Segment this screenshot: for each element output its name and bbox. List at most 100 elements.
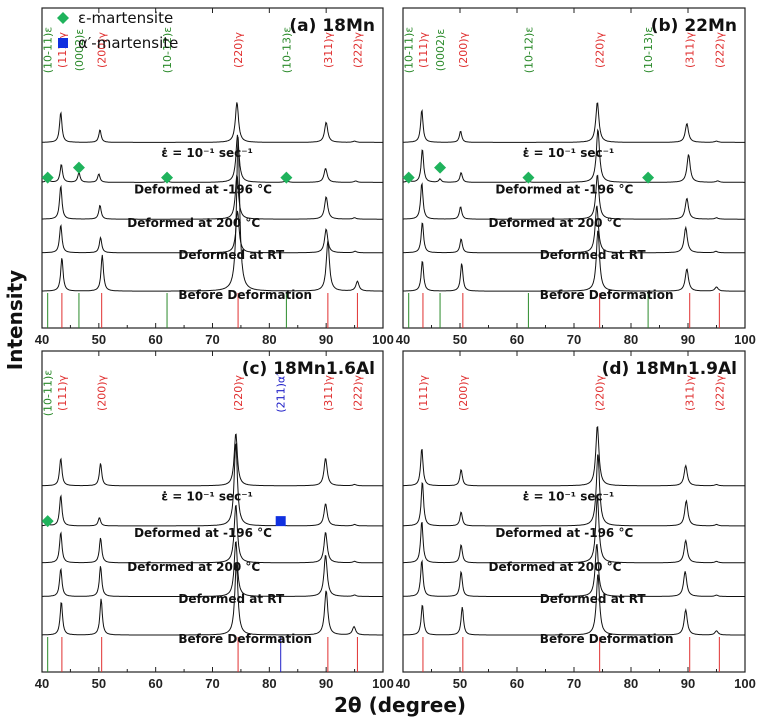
legend-epsilon-marker: [57, 12, 69, 24]
epsilon-marker: [41, 515, 54, 528]
xrd-trace: [42, 137, 383, 292]
peak-label: (111)γ: [56, 374, 69, 411]
peak-label: (10-11)ε: [403, 27, 416, 74]
x-tick-label: 80: [262, 676, 276, 691]
x-tick-label: 100: [734, 676, 756, 691]
legend-alpha-label: α′-martensite: [78, 34, 178, 52]
trace-label-strain_rate: ε̇ = 10⁻¹ sec⁻¹: [523, 146, 615, 160]
epsilon-marker: [72, 161, 85, 174]
peak-label: (311)γ: [322, 374, 335, 411]
x-tick-label: 40: [396, 676, 410, 691]
x-tick-label: 100: [734, 332, 756, 347]
xrd-trace: [42, 541, 383, 597]
peak-label: (222)γ: [713, 31, 726, 68]
trace-label-before: Before Deformation: [178, 632, 312, 646]
xrd-trace: [403, 425, 745, 487]
legend-epsilon-label: ε-martensite: [78, 9, 173, 27]
epsilon-marker: [642, 171, 655, 184]
epsilon-marker: [280, 171, 293, 184]
trace-label-cryo: Deformed at -196 °C: [495, 183, 633, 197]
x-tick-label: 50: [92, 676, 106, 691]
peak-label: (222)γ: [351, 374, 364, 411]
trace-label-warm: Deformed at 200 °C: [489, 216, 622, 230]
epsilon-marker: [41, 171, 54, 184]
xrd-trace: [403, 496, 745, 564]
x-tick-label: 50: [92, 332, 106, 347]
x-tick-label: 40: [35, 676, 49, 691]
peak-label: (200)γ: [96, 374, 109, 411]
panel-title: (c) 18Mn1.6Al: [242, 359, 375, 379]
x-tick-label: 90: [319, 332, 333, 347]
peak-label: (0002)ε: [73, 29, 86, 72]
xrd-trace: [403, 205, 745, 254]
x-tick-label: 40: [396, 332, 410, 347]
peak-label: (222)γ: [351, 31, 364, 68]
x-tick-label: 100: [372, 332, 394, 347]
trace-label-before: Before Deformation: [540, 288, 674, 302]
peak-label: (311)γ: [684, 374, 697, 411]
trace-label-room: Deformed at RT: [178, 248, 285, 262]
x-tick-label: 100: [372, 676, 394, 691]
x-tick-label: 90: [681, 332, 695, 347]
xrd-trace: [403, 174, 745, 220]
peak-label: (111)γ: [56, 31, 69, 68]
trace-label-warm: Deformed at 200 °C: [127, 216, 260, 230]
xrd-trace: [403, 102, 745, 143]
peak-label: (10-12)ε: [522, 27, 535, 74]
x-tick-label: 70: [205, 332, 219, 347]
x-tick-label: 80: [624, 332, 638, 347]
trace-label-strain_rate: ε̇ = 10⁻¹ sec⁻¹: [161, 146, 253, 160]
legend: ε-martensite α′-martensite: [57, 9, 178, 52]
x-tick-label: 50: [453, 332, 467, 347]
x-tick-label: 90: [319, 676, 333, 691]
xrd-trace: [403, 543, 745, 597]
xrd-trace: [42, 563, 383, 636]
xrd-trace: [42, 210, 383, 254]
trace-label-cryo: Deformed at -196 °C: [495, 526, 633, 540]
peak-label: (0002)ε: [434, 29, 447, 72]
trace-label-room: Deformed at RT: [178, 592, 285, 606]
xrd-trace: [41, 504, 383, 564]
x-tick-label: 90: [681, 676, 695, 691]
legend-alpha-marker: [58, 38, 68, 48]
epsilon-marker: [522, 171, 535, 184]
peak-label: (211)α′: [275, 373, 288, 413]
xrd-trace: [403, 230, 745, 292]
x-tick-label: 80: [262, 332, 276, 347]
xrd-trace: [42, 102, 383, 143]
epsilon-marker: [434, 161, 447, 174]
y-axis-title: Intensity: [3, 270, 27, 370]
xrd-trace: [42, 433, 383, 487]
x-tick-label: 60: [148, 332, 162, 347]
x-tick-label: 70: [567, 676, 581, 691]
panel-b: 40 50 60 70 80 90 100 (b) 22Mn (10-11)ε (111)γ (00…: [396, 7, 756, 347]
peak-label: (220)γ: [232, 31, 245, 68]
x-tick-label: 60: [510, 332, 524, 347]
trace-label-room: Deformed at RT: [540, 592, 647, 606]
panel-a: 40 50 60 70 80 90 100 (a) 18Mn (10-11)ε (111)γ (00…: [35, 7, 394, 347]
peak-label: (220)γ: [594, 31, 607, 68]
xrd-trace: [41, 134, 383, 183]
x-axis-title: 2θ (degree): [334, 693, 466, 717]
trace-label-room: Deformed at RT: [540, 248, 647, 262]
panel-d: 40 50 60 70 80 90 100 (d) 18Mn1.9Al (111)γ (200)γ…: [396, 350, 756, 691]
xrd-trace: [403, 128, 745, 183]
peak-label: (10-13)ε: [642, 27, 655, 74]
x-tick-label: 80: [624, 676, 638, 691]
peak-label: (10-11)ε: [42, 370, 55, 417]
peak-label: (111)γ: [417, 374, 430, 411]
peak-label: (311)γ: [684, 31, 697, 68]
peak-label: (200)γ: [96, 31, 109, 68]
xrd-trace: [42, 442, 383, 527]
peak-label: (200)γ: [457, 31, 470, 68]
panel-c: 40 50 60 70 80 90 100 (c) 18Mn1.6Al (10-11)ε (111…: [35, 350, 394, 691]
peak-label: (200)γ: [457, 374, 470, 411]
epsilon-marker: [161, 171, 174, 184]
trace-label-cryo: Deformed at -196 °C: [134, 526, 272, 540]
trace-label-strain_rate: ε̇ = 10⁻¹ sec⁻¹: [523, 489, 615, 503]
peak-label: (311)γ: [322, 31, 335, 68]
panel-title: (a) 18Mn: [289, 16, 375, 36]
peak-label: (222)γ: [713, 374, 726, 411]
trace-label-warm: Deformed at 200 °C: [489, 560, 622, 574]
